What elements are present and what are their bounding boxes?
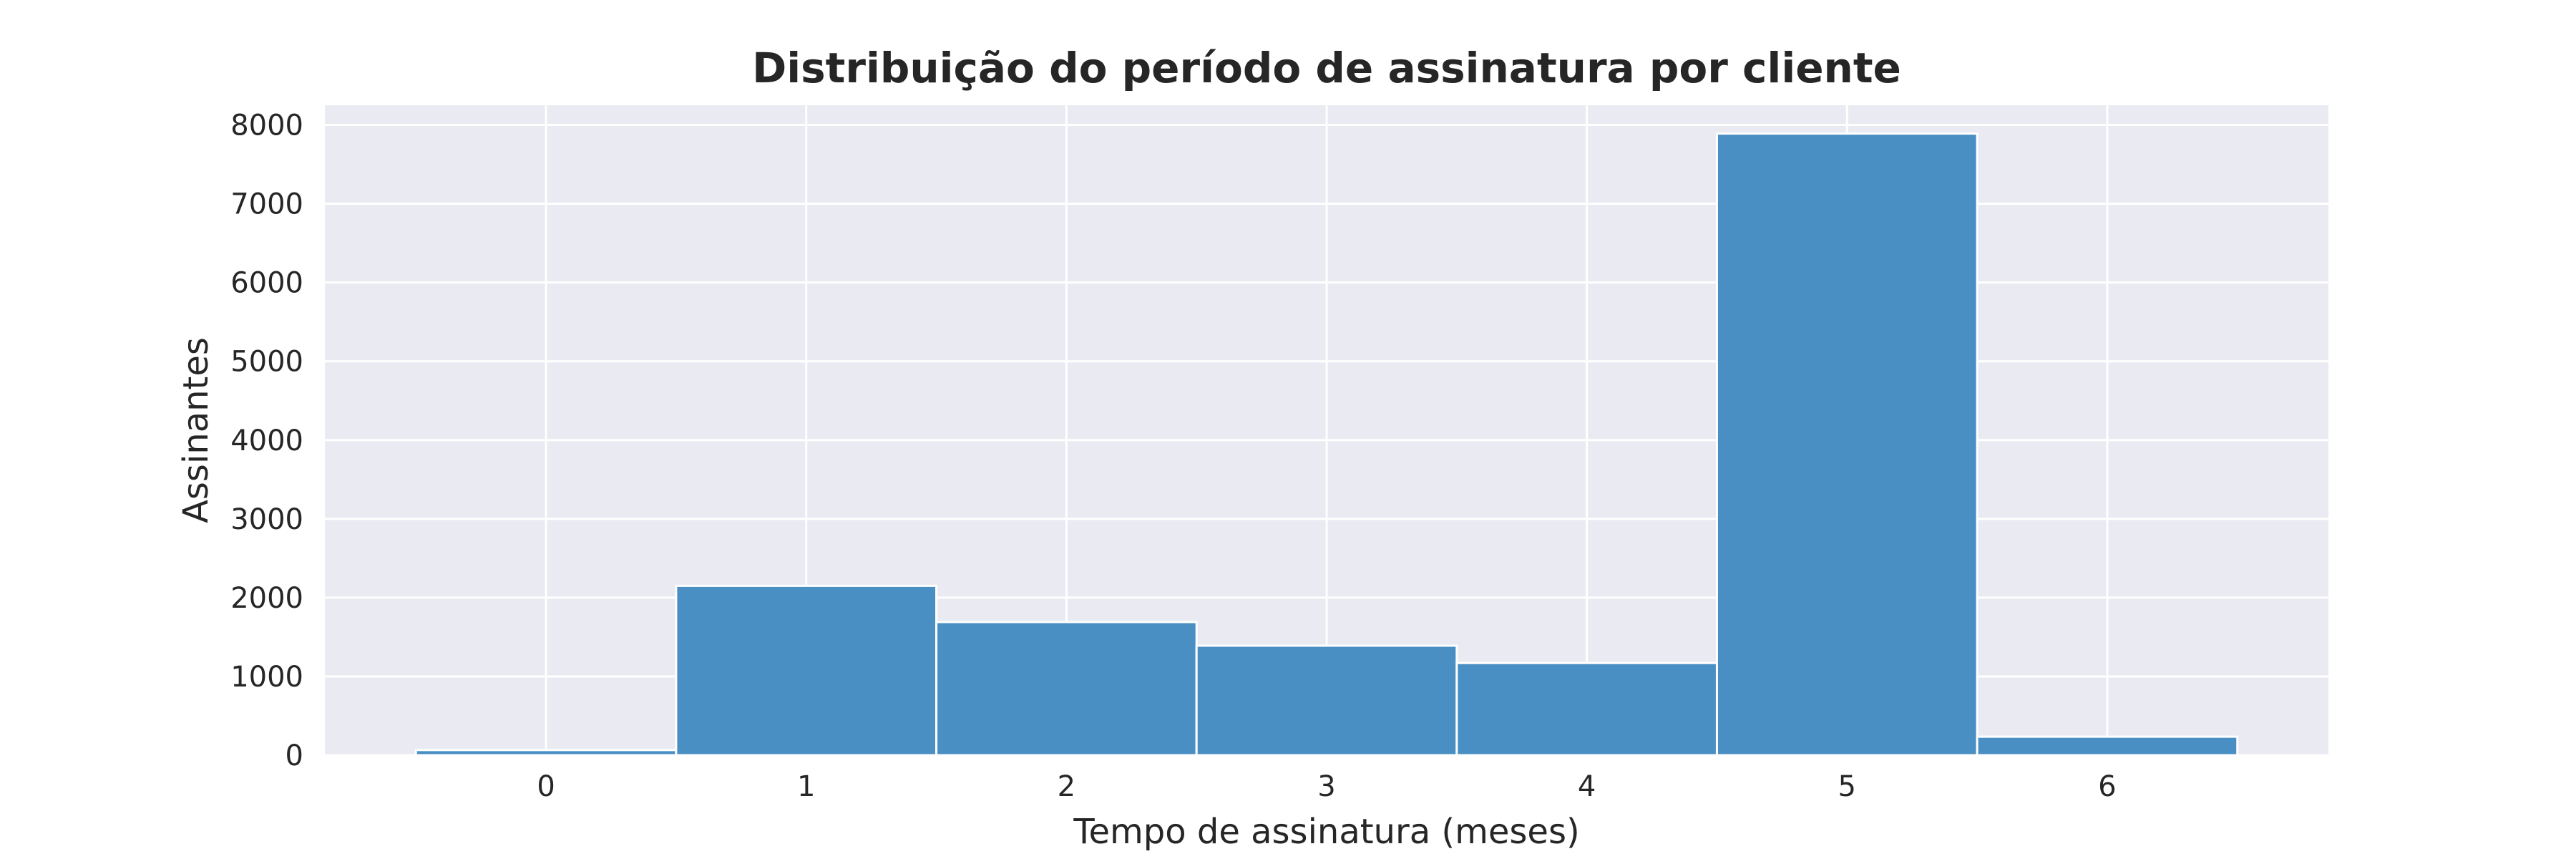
y-tick-label: 3000 [230, 503, 303, 536]
x-tick-label: 3 [1317, 770, 1335, 803]
bar-3 [1195, 644, 1458, 757]
y-tick-label: 1000 [230, 661, 303, 694]
bar-0 [414, 749, 678, 757]
x-tick-labels: 0 1 2 3 4 5 6 [537, 770, 2116, 803]
y-tick-labels: 0 1000 2000 3000 4000 5000 6000 7000 8000 [230, 110, 303, 772]
y-axis-label: Assinantes [176, 337, 216, 523]
x-tick-label: 2 [1058, 770, 1075, 803]
bar-5 [1715, 132, 1979, 757]
y-tick-label: 2000 [230, 582, 303, 615]
bar-6 [1976, 735, 2239, 757]
x-tick-label: 4 [1578, 770, 1596, 803]
y-tick-label: 0 [286, 739, 303, 772]
x-tick-label: 5 [1838, 770, 1856, 803]
y-tick-label: 7000 [230, 188, 303, 221]
x-tick-label: 6 [2098, 770, 2116, 803]
y-tick-label: 5000 [230, 346, 303, 379]
bar-2 [935, 621, 1198, 757]
bars [414, 132, 2239, 757]
y-tick-label: 4000 [230, 424, 303, 457]
x-tick-label: 1 [797, 770, 815, 803]
x-tick-label: 0 [537, 770, 555, 803]
bar-4 [1455, 661, 1718, 757]
chart-title: Distribuição do período de assinatura po… [752, 44, 1901, 92]
bar-1 [675, 584, 938, 757]
x-axis-label: Tempo de assinatura (meses) [1073, 812, 1579, 852]
y-tick-label: 8000 [230, 110, 303, 142]
y-tick-label: 6000 [230, 267, 303, 300]
